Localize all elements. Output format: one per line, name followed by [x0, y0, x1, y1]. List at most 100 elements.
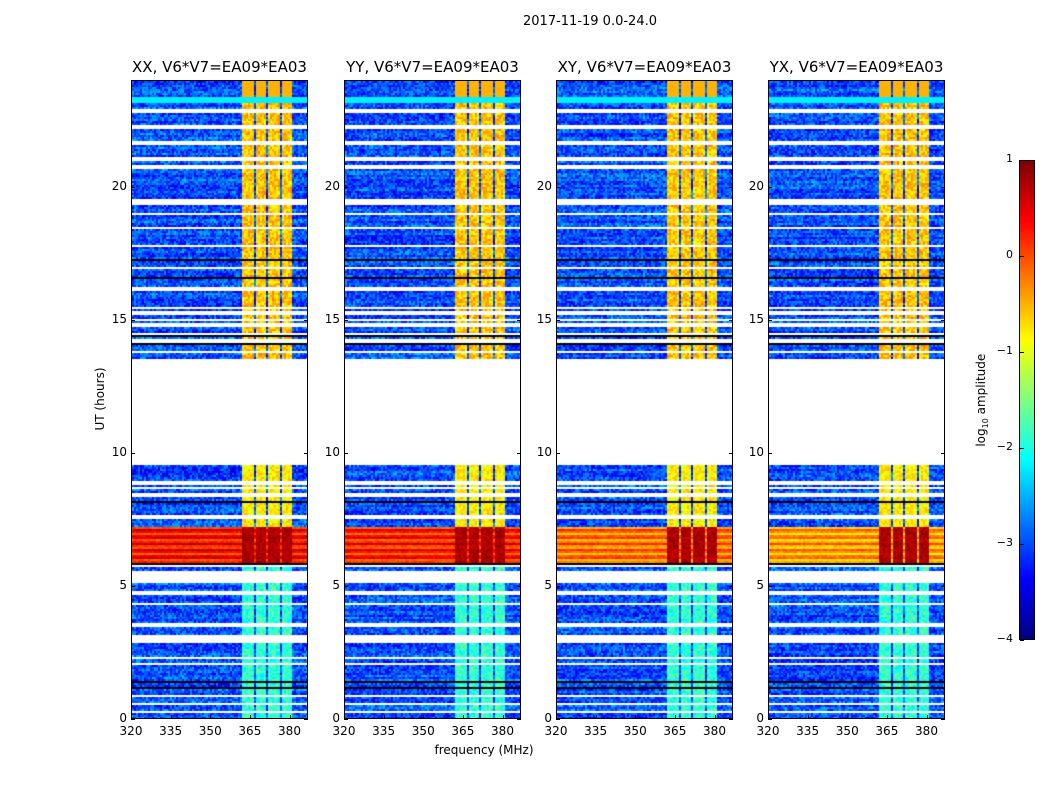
y-tick-mark [517, 186, 521, 188]
y-tick-mark [941, 585, 945, 587]
x-tick-label: 320 [332, 724, 356, 738]
y-tick-mark [304, 452, 308, 454]
y-tick-mark [768, 585, 772, 587]
y-tick-label: 0 [544, 711, 552, 725]
x-tick-mark [289, 715, 291, 719]
colorbar-tick-mark [1020, 448, 1024, 449]
colorbar-tick-label: −3 [996, 536, 1013, 549]
x-tick-label: 335 [796, 724, 820, 738]
heatmap-panel [556, 80, 733, 719]
y-tick-label: 15 [111, 311, 127, 326]
colorbar-label: log10 amplitude [973, 353, 991, 447]
x-tick-mark [926, 715, 928, 719]
y-tick-mark [941, 319, 945, 321]
heatmap-panel [131, 80, 308, 719]
colorbar-tick-mark [1020, 160, 1024, 161]
y-tick-mark [768, 452, 772, 454]
y-tick-label: 10 [324, 444, 340, 459]
x-tick-mark [886, 715, 888, 719]
colorbar-tick-mark [1020, 256, 1024, 257]
heatmap-panel [768, 80, 945, 719]
x-axis-label: frequency (MHz) [434, 743, 534, 757]
x-tick-mark [768, 715, 769, 719]
y-tick-mark [517, 585, 521, 587]
y-tick-mark [344, 585, 348, 587]
heatmap-canvas [769, 81, 944, 718]
y-tick-label: 15 [324, 311, 340, 326]
heatmap-canvas [557, 81, 732, 718]
colorbar-tick-label: −1 [996, 344, 1013, 357]
x-tick-label: 320 [544, 724, 568, 738]
heatmap-panel [344, 80, 521, 719]
x-tick-label: 320 [756, 724, 780, 738]
y-tick-label: 5 [119, 577, 127, 592]
y-tick-label: 0 [756, 711, 764, 725]
y-tick-mark [941, 186, 945, 188]
y-tick-label: 20 [324, 178, 340, 193]
x-tick-label: 320 [119, 724, 143, 738]
colorbar-tick-label: 1 [1006, 152, 1013, 165]
y-tick-mark [556, 319, 560, 321]
y-tick-label: 20 [748, 178, 764, 193]
x-tick-label: 365 [875, 724, 899, 738]
y-tick-mark [131, 186, 135, 188]
x-tick-mark [807, 715, 809, 719]
y-tick-mark [768, 186, 772, 188]
y-tick-mark [304, 186, 308, 188]
y-tick-mark [768, 319, 772, 321]
colorbar-tick-mark [1020, 640, 1024, 641]
panel-title: YX, V6*V7=EA09*EA03 [769, 58, 944, 76]
x-tick-mark [170, 715, 172, 719]
y-tick-mark [304, 585, 308, 587]
x-tick-mark [344, 715, 345, 719]
y-tick-mark [556, 452, 560, 454]
y-tick-label: 15 [748, 311, 764, 326]
x-tick-label: 380 [915, 724, 938, 738]
y-tick-label: 0 [119, 711, 127, 725]
x-tick-label: 350 [835, 724, 859, 738]
x-tick-label: 350 [411, 724, 435, 738]
y-tick-mark [344, 719, 348, 720]
heatmap-canvas [345, 81, 520, 718]
y-tick-label: 15 [536, 311, 552, 326]
x-tick-label: 350 [198, 724, 222, 738]
x-tick-label: 380 [491, 724, 514, 738]
figure-title: 2017-11-19 0.0-24.0 [523, 14, 657, 29]
y-tick-mark [729, 186, 733, 188]
x-tick-label: 380 [703, 724, 726, 738]
y-tick-mark [556, 186, 560, 188]
y-tick-mark [517, 452, 521, 454]
x-tick-mark [674, 715, 676, 719]
y-tick-mark [556, 585, 560, 587]
y-axis-label: UT (hours) [93, 367, 107, 431]
x-tick-label: 380 [278, 724, 301, 738]
y-tick-label: 20 [111, 178, 127, 193]
y-tick-mark [131, 319, 135, 321]
x-tick-mark [502, 715, 504, 719]
colorbar-tick-label: −2 [996, 440, 1013, 453]
x-tick-mark [556, 715, 557, 719]
y-tick-label: 10 [111, 444, 127, 459]
y-tick-mark [729, 719, 733, 720]
y-tick-mark [517, 319, 521, 321]
x-tick-mark [210, 715, 212, 719]
y-tick-label: 5 [544, 577, 552, 592]
y-tick-mark [941, 452, 945, 454]
y-tick-label: 20 [536, 178, 552, 193]
x-tick-label: 365 [238, 724, 262, 738]
x-tick-label: 335 [159, 724, 183, 738]
x-tick-label: 365 [451, 724, 475, 738]
y-tick-mark [304, 319, 308, 321]
y-tick-mark [768, 719, 772, 720]
x-tick-mark [847, 715, 849, 719]
y-tick-mark [131, 452, 135, 454]
y-tick-mark [729, 319, 733, 321]
y-tick-mark [344, 186, 348, 188]
colorbar-tick-mark [1020, 352, 1024, 353]
panel-title: XX, V6*V7=EA09*EA03 [132, 58, 307, 76]
y-tick-mark [131, 719, 135, 720]
x-tick-mark [249, 715, 251, 719]
x-tick-label: 335 [584, 724, 608, 738]
x-tick-mark [423, 715, 425, 719]
